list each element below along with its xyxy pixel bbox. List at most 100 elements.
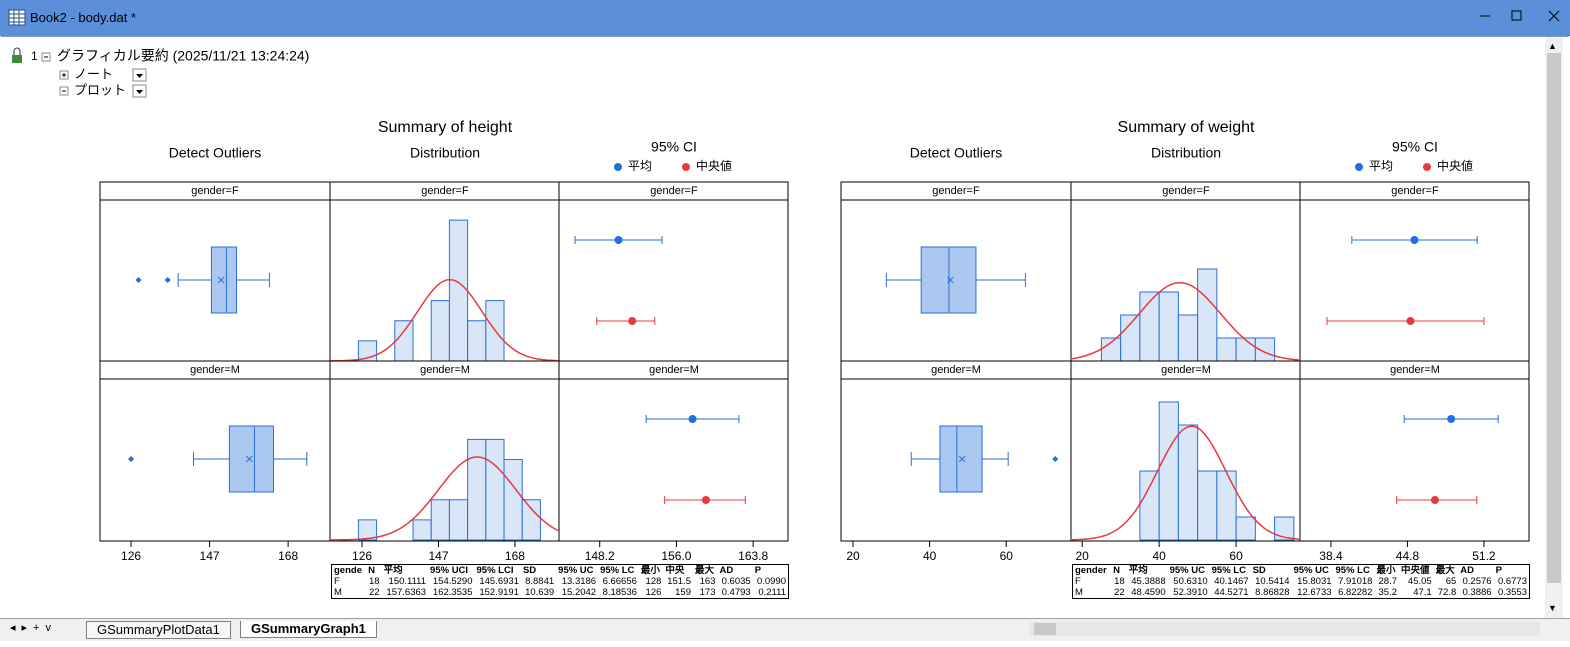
table-row: M 22 48.4590 52.3910 44.5271 8.86828 12.6733 6.… — [1073, 587, 1530, 599]
legend-label: 中央値 — [696, 158, 732, 173]
legend-marker — [682, 163, 690, 171]
horizontal-scrollbar[interactable] — [1030, 622, 1540, 636]
histogram-bar — [394, 320, 414, 362]
table-cell: 8.8841 — [525, 576, 555, 587]
close-button[interactable] — [1548, 10, 1560, 22]
x-tick-label: 51.2 — [1472, 549, 1496, 563]
histogram-bar — [1158, 291, 1179, 362]
box — [210, 246, 238, 314]
table-cell: AD — [1460, 565, 1474, 576]
stats-table: gender N 平均 95% UC 95% LC SD 95% UC 95% LC 最小 中央値… — [1072, 564, 1530, 599]
table-cell: 0.3886 — [1462, 587, 1492, 598]
legend-marker — [1423, 163, 1431, 171]
panel-label: gender=F — [932, 185, 980, 197]
panel-label: gender=M — [190, 364, 240, 376]
scroll-thumb[interactable] — [1547, 53, 1561, 583]
x-tick-label: 168 — [278, 549, 298, 563]
table-cell: 95% LC — [600, 565, 635, 576]
table-cell: 10.639 — [525, 587, 555, 598]
histogram-bar — [1100, 337, 1122, 362]
histogram-bar — [521, 499, 541, 541]
panel-label: gender=M — [649, 364, 699, 376]
table-cell: 6.66656 — [602, 576, 637, 587]
panel-label: gender=F — [1162, 185, 1210, 197]
maximize-button[interactable] — [1511, 10, 1522, 21]
table-cell: P — [754, 565, 762, 576]
panel-label: gender=F — [191, 185, 239, 197]
sheet-tab[interactable]: GSummaryPlotData1 — [86, 621, 231, 639]
panel-label: gender=F — [1391, 185, 1439, 197]
histogram-bar — [1197, 470, 1218, 541]
histogram-bar — [1216, 470, 1237, 541]
table-cell: 平均 — [1128, 565, 1148, 576]
ci-point — [701, 496, 710, 504]
table-cell: 8.86828 — [1255, 587, 1290, 598]
normal-curve — [330, 456, 559, 541]
table-cell: 126 — [645, 587, 662, 598]
tree-title[interactable]: グラフィカル要約 (2025/11/21 13:24:24) — [57, 48, 309, 64]
histogram-bar — [467, 438, 487, 541]
tree-item[interactable]: プロット — [74, 82, 126, 97]
table-cell: 50.6310 — [1173, 576, 1208, 587]
table-cell: 45.05 — [1407, 576, 1432, 587]
vertical-scrollbar[interactable]: ▲ ▼ — [1545, 37, 1563, 619]
panel-label: gender=M — [1161, 364, 1211, 376]
table-cell: 95% LC — [1211, 565, 1246, 576]
table-cell: 6.82282 — [1338, 587, 1373, 598]
table-cell: 44.5271 — [1214, 587, 1249, 598]
table-cell: 10.5414 — [1255, 576, 1290, 587]
outlier — [1052, 456, 1059, 462]
x-tick-label: 20 — [846, 549, 860, 563]
window-title: Book2 - body.dat * — [30, 10, 136, 25]
ci-point — [614, 236, 623, 244]
table-cell: 最大 — [694, 565, 714, 576]
table-cell: 47.1 — [1413, 587, 1432, 598]
x-tick-label: 38.4 — [1319, 549, 1343, 563]
sheet-tab-active[interactable]: GSummaryGraph1 — [240, 621, 377, 638]
histogram-bar — [430, 499, 450, 541]
tree: 1 グラフィカル要約 (2025/11/21 13:24:24) ノート プロッ… — [12, 47, 309, 98]
table-cell: 163 — [699, 576, 716, 587]
x-tick-label: 156.0 — [661, 549, 691, 563]
histogram-bar — [467, 320, 487, 362]
table-cell: M — [1075, 587, 1083, 598]
outlier — [164, 277, 171, 283]
table-cell: 52.3910 — [1173, 587, 1208, 598]
graph-title: Summary of weight — [1118, 119, 1255, 136]
x-tick-label: 147 — [428, 549, 448, 563]
scroll-up[interactable]: ▲ — [1548, 41, 1557, 51]
window-buttons[interactable] — [1450, 0, 1570, 36]
table-cell: 0.6035 — [721, 576, 751, 587]
table-cell: 48.4590 — [1131, 587, 1166, 598]
column-heading: Detect Outliers — [910, 145, 1003, 161]
ci-point — [1406, 317, 1415, 325]
table-cell: 0.2576 — [1462, 576, 1492, 587]
scroll-down[interactable]: ▼ — [1548, 603, 1557, 613]
table-cell: 28.7 — [1378, 576, 1398, 587]
table-cell: 最小 — [640, 565, 660, 576]
panel-label: gender=M — [420, 364, 470, 376]
table-row: F 18 150.1111 154.5290 145.6931 8.8841 13.3186… — [332, 576, 789, 587]
histogram-bar — [430, 300, 450, 362]
ci-point — [1410, 236, 1419, 244]
x-tick-label: 168 — [505, 549, 525, 563]
window-icon — [8, 9, 26, 26]
table-cell: 22 — [1114, 587, 1125, 598]
table-cell: 15.8031 — [1297, 576, 1332, 587]
table-cell: SD — [1252, 565, 1266, 576]
table-cell: 8.18536 — [602, 587, 637, 598]
tree-item[interactable]: ノート — [74, 66, 113, 81]
legend-label: 平均 — [628, 159, 652, 173]
table-cell: 152.9191 — [479, 587, 519, 598]
table-cell: 45.3888 — [1131, 576, 1166, 587]
histogram-bar — [1177, 314, 1199, 362]
x-tick-label: 126 — [352, 549, 372, 563]
scroll-thumb[interactable] — [1034, 623, 1056, 635]
table-cell: SD — [522, 565, 537, 576]
normal-curve — [1070, 425, 1300, 541]
tab-nav[interactable]: ◂▸+v — [10, 622, 57, 634]
table-cell: 最大 — [1435, 565, 1455, 576]
table-cell: 0.6773 — [1497, 576, 1527, 587]
ci-point — [628, 317, 637, 325]
